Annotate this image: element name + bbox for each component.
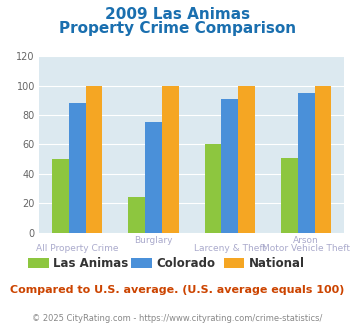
- Bar: [86, 85, 102, 233]
- Text: Motor Vehicle Theft: Motor Vehicle Theft: [262, 244, 350, 253]
- Text: Las Animas: Las Animas: [53, 256, 129, 270]
- Text: All Property Crime: All Property Crime: [36, 244, 119, 253]
- Text: Colorado: Colorado: [156, 256, 215, 270]
- Bar: [281, 158, 298, 233]
- Text: Burglary: Burglary: [134, 236, 173, 245]
- Text: Property Crime Comparison: Property Crime Comparison: [59, 21, 296, 36]
- Bar: [238, 85, 255, 233]
- Bar: [129, 197, 145, 233]
- Bar: [145, 122, 162, 233]
- Bar: [222, 99, 238, 233]
- Bar: [205, 145, 222, 233]
- Text: 2009 Las Animas: 2009 Las Animas: [105, 7, 250, 22]
- Text: Arson: Arson: [293, 236, 319, 245]
- Text: Larceny & Theft: Larceny & Theft: [194, 244, 266, 253]
- Bar: [69, 103, 86, 233]
- Bar: [315, 85, 331, 233]
- Bar: [52, 159, 69, 233]
- Bar: [298, 93, 315, 233]
- Bar: [162, 85, 179, 233]
- Text: National: National: [248, 256, 305, 270]
- Text: Compared to U.S. average. (U.S. average equals 100): Compared to U.S. average. (U.S. average …: [10, 285, 345, 295]
- Text: © 2025 CityRating.com - https://www.cityrating.com/crime-statistics/: © 2025 CityRating.com - https://www.city…: [32, 314, 323, 323]
